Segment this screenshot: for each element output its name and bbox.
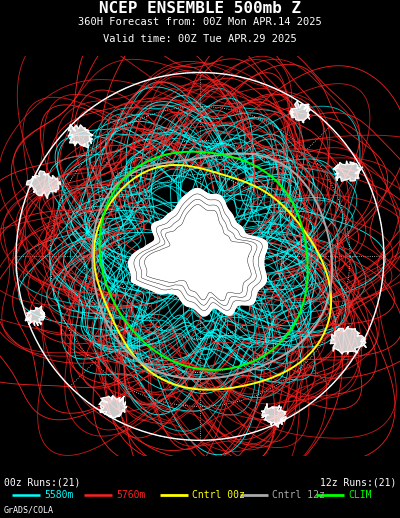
Text: CLIM: CLIM	[348, 490, 372, 500]
Text: Valid time: 00Z Tue APR.29 2025: Valid time: 00Z Tue APR.29 2025	[103, 34, 297, 44]
Polygon shape	[128, 189, 268, 316]
Polygon shape	[68, 124, 93, 148]
Polygon shape	[261, 404, 286, 427]
Text: 360H Forecast from: 00Z Mon APR.14 2025: 360H Forecast from: 00Z Mon APR.14 2025	[78, 18, 322, 27]
Text: 00z Runs:(21): 00z Runs:(21)	[4, 477, 80, 487]
Polygon shape	[330, 326, 366, 354]
Text: NCEP ENSEMBLE 500mb Z: NCEP ENSEMBLE 500mb Z	[99, 1, 301, 16]
Text: 12z Runs:(21): 12z Runs:(21)	[320, 477, 396, 487]
Text: GrADS/COLA: GrADS/COLA	[4, 506, 54, 514]
Polygon shape	[26, 171, 61, 199]
Polygon shape	[334, 161, 362, 181]
Polygon shape	[25, 306, 45, 326]
Text: Cntrl 00z: Cntrl 00z	[192, 490, 245, 500]
Text: Cntrl 12z: Cntrl 12z	[272, 490, 325, 500]
Text: 5760m: 5760m	[116, 490, 145, 500]
Polygon shape	[290, 101, 310, 123]
Polygon shape	[99, 396, 127, 418]
Text: 5580m: 5580m	[44, 490, 73, 500]
